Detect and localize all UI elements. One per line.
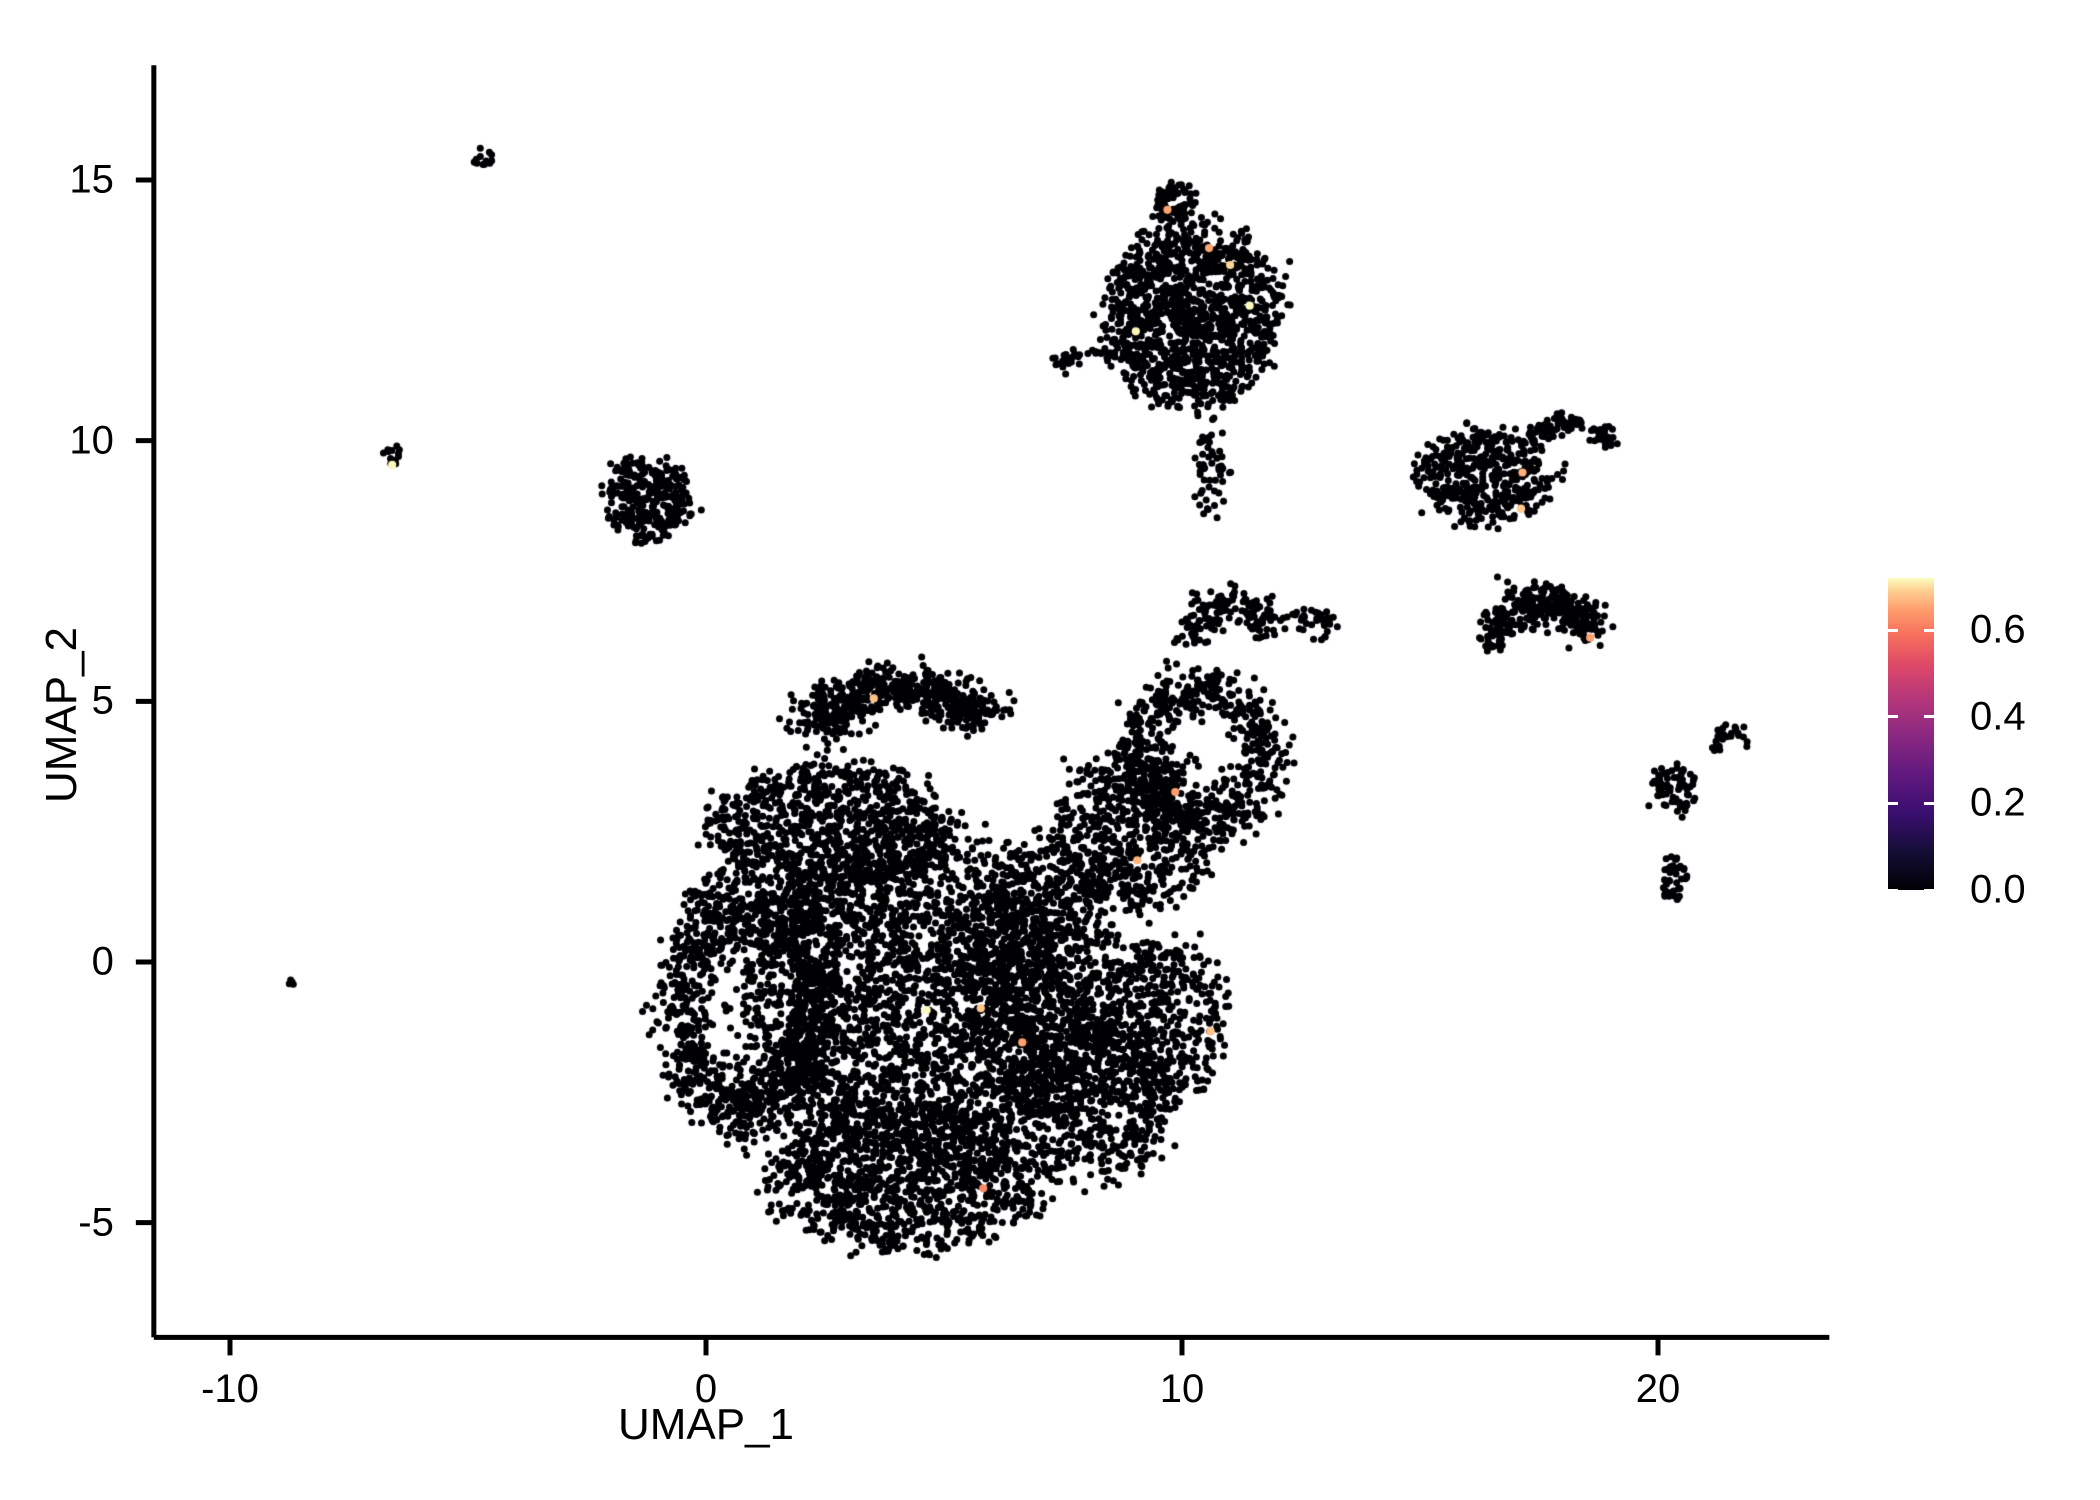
x-axis-title: UMAP_1 [617, 1400, 795, 1449]
y-axis-title: UMAP_2 [37, 626, 86, 804]
y-tick-label: -5 [78, 1200, 114, 1245]
colorbar-label: 0.0 [1970, 867, 2026, 912]
colorbar-gradient [1888, 578, 1934, 890]
y-tick-label: 0 [91, 939, 114, 984]
color-legend: 0.0 0.2 0.4 0.6 [1888, 578, 2078, 912]
y-tick-label: 15 [69, 157, 114, 202]
colorbar-tick [1888, 888, 1934, 892]
x-tick-label: 0 [694, 1367, 718, 1412]
x-tick-label: -10 [201, 1367, 259, 1412]
colorbar-label: 0.4 [1970, 694, 2026, 739]
colorbar-tick [1888, 628, 1934, 632]
colorbar-tick [1888, 715, 1934, 719]
colorbar-label: 0.6 [1970, 607, 2026, 652]
x-tick-label: 20 [1635, 1367, 1681, 1412]
colorbar-label: 0.2 [1970, 780, 2026, 825]
x-tick-label: 10 [1159, 1367, 1205, 1412]
colorbar-tick [1888, 801, 1934, 805]
y-tick-label: 10 [69, 418, 114, 463]
y-tick-label: 5 [91, 678, 114, 723]
